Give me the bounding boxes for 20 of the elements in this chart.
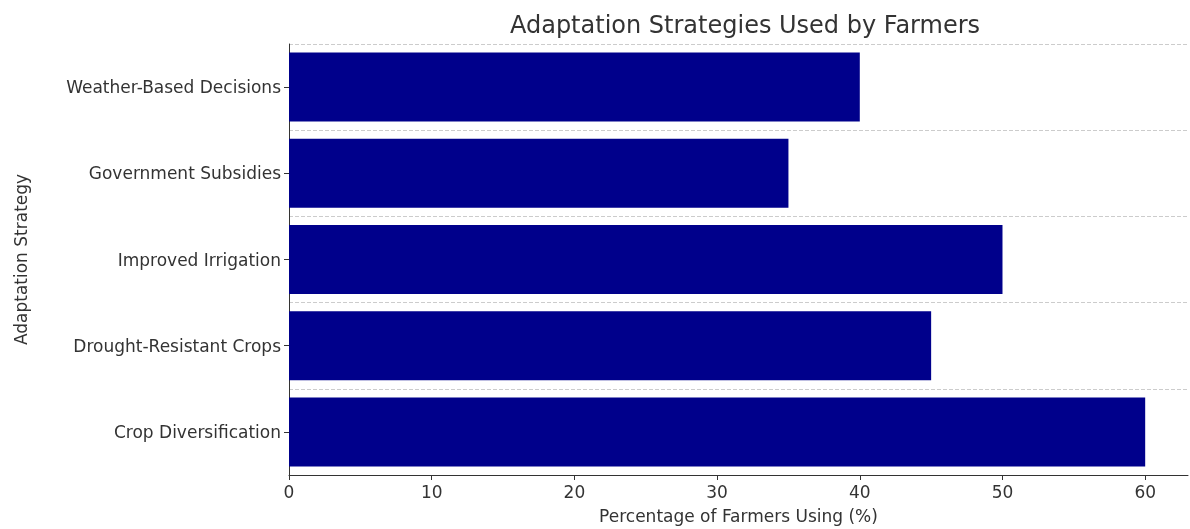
chart-title: Adaptation Strategies Used by Farmers	[509, 11, 981, 39]
bar	[289, 225, 1003, 294]
y-axis-title: Adaptation Strategy	[10, 173, 31, 346]
bar	[289, 52, 860, 122]
bar	[289, 311, 932, 381]
x-tick-label: 0	[283, 481, 295, 502]
x-tick-label: 40	[848, 481, 871, 502]
x-tick-label: 20	[563, 481, 586, 502]
x-tick-label: 50	[991, 481, 1014, 502]
x-axis-title: Percentage of Farmers Using (%)	[599, 505, 878, 526]
y-tick-label: Government Subsidies	[88, 163, 282, 184]
y-tick-label: Drought-Resistant Crops	[73, 335, 282, 356]
y-tick-label: Improved Irrigation	[117, 249, 281, 270]
x-tick-label: 10	[420, 481, 443, 502]
x-tick-label: 60	[1134, 481, 1157, 502]
y-tick-label: Crop Diversification	[113, 421, 281, 442]
bar	[289, 397, 1146, 467]
y-tick-label: Weather-Based Decisions	[66, 77, 282, 98]
x-tick-label: 30	[706, 481, 728, 502]
bar	[289, 138, 789, 208]
